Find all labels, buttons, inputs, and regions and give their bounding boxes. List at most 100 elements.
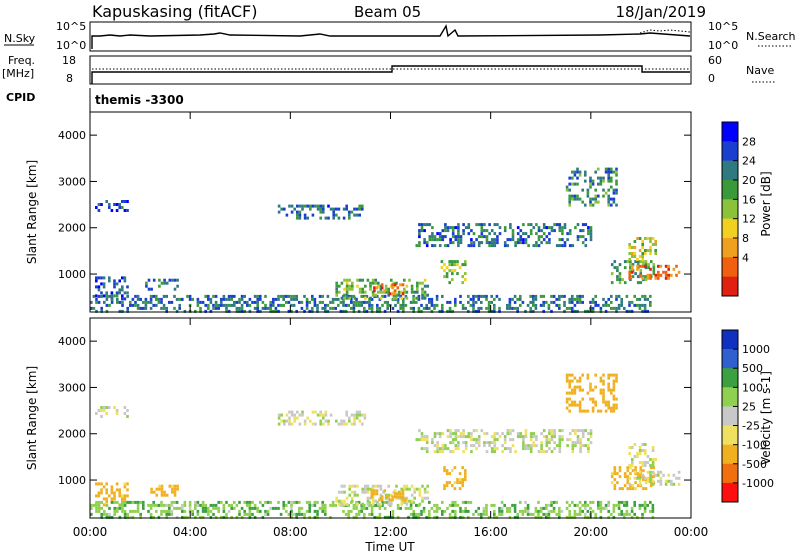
echo-cell (426, 293, 429, 297)
echo-cell (457, 235, 460, 239)
echo-cell (631, 270, 634, 274)
echo-cell (348, 278, 351, 282)
echo-cell (118, 279, 121, 283)
echo-cell (628, 482, 631, 486)
echo-cell (441, 450, 445, 454)
echo-cell (576, 435, 580, 439)
echo-cell (610, 306, 613, 310)
echo-cell (649, 300, 652, 304)
echo-cell (298, 422, 302, 426)
echo-cell (659, 482, 663, 486)
echo-cell (482, 509, 486, 513)
echo-cell (348, 210, 351, 214)
echo-cell (209, 515, 213, 519)
echo-cell (360, 509, 363, 513)
echo-cell (664, 479, 668, 483)
echo-cell (168, 484, 172, 488)
echo-cell (599, 388, 603, 392)
echo-region (565, 167, 618, 207)
echo-cell (602, 506, 605, 510)
echo-cell (290, 503, 293, 507)
echo-cell (581, 235, 585, 239)
echo-cell (597, 167, 600, 171)
echo-cell (207, 509, 210, 513)
echo-cell (418, 244, 421, 248)
echo-cell (410, 287, 414, 291)
echo-cell (324, 303, 327, 307)
echo-cell (610, 197, 613, 201)
echo-cell (176, 278, 179, 282)
echo-cell (576, 309, 579, 313)
echo-cell (454, 447, 458, 451)
echo-cell (209, 503, 213, 507)
echo-cell (155, 487, 159, 491)
echo-cell (584, 170, 587, 174)
echo-cell (97, 482, 101, 486)
echo-cell (480, 241, 484, 245)
echo-cell (563, 226, 567, 230)
echo-cell (638, 506, 642, 510)
echo-cell (488, 244, 491, 248)
echo-region (443, 466, 467, 491)
echo-cell (464, 500, 467, 504)
echo-cell (352, 309, 356, 313)
echo-cell (435, 509, 439, 513)
echo-cell (357, 512, 361, 516)
echo-cell (378, 512, 382, 516)
echo-cell (535, 232, 538, 236)
echo-cell (519, 241, 523, 245)
echo-cell (472, 429, 476, 433)
echo-cell (513, 294, 517, 298)
echo-cell (175, 309, 179, 313)
echo-cell (454, 238, 458, 242)
echo-cell (209, 509, 213, 513)
echo-cell (387, 287, 390, 291)
echo-cell (607, 509, 610, 513)
echo-cell (667, 473, 670, 477)
echo-cell (449, 441, 452, 445)
echo-cell (490, 241, 494, 245)
freq-unit-label: [MHz] (2, 67, 34, 80)
echo-cell (377, 284, 380, 288)
echo-cell (629, 260, 632, 264)
echo-cell (615, 373, 618, 377)
echo-cell (361, 490, 364, 494)
echo-cell (376, 306, 379, 310)
echo-cell (295, 309, 298, 313)
echo-cell (607, 167, 610, 171)
echo-cell (295, 515, 298, 519)
echo-cell (555, 223, 559, 227)
echo-cell (449, 238, 452, 242)
echo-cell (578, 409, 582, 413)
echo-cell (170, 300, 174, 304)
echo-cell (97, 209, 101, 212)
echo-cell (396, 495, 400, 499)
echo-cell (410, 499, 414, 503)
echo-cell (586, 309, 590, 313)
echo-cell (558, 515, 561, 519)
echo-cell (201, 300, 205, 304)
echo-cell (212, 306, 215, 310)
echo-cell (448, 512, 452, 516)
echo-cell (566, 232, 569, 236)
echo-cell (376, 515, 379, 519)
echo-cell (136, 303, 140, 307)
echo-cell (435, 503, 439, 507)
echo-cell (493, 306, 496, 310)
echo-cell (448, 503, 452, 507)
echo-cell (113, 506, 116, 510)
echo-cell (591, 297, 595, 301)
echo-cell (591, 309, 595, 313)
echo-cell (470, 244, 473, 248)
echo-cell (477, 223, 481, 227)
echo-cell (319, 410, 322, 414)
echo-cell (188, 294, 192, 298)
echo-cell (519, 294, 522, 298)
echo-cell (584, 444, 588, 448)
echo-cell (246, 300, 249, 304)
echo-cell (445, 472, 449, 476)
echo-cell (113, 497, 116, 501)
echo-cell (391, 515, 395, 519)
echo-cell (433, 306, 436, 310)
echo-cell (296, 210, 299, 214)
